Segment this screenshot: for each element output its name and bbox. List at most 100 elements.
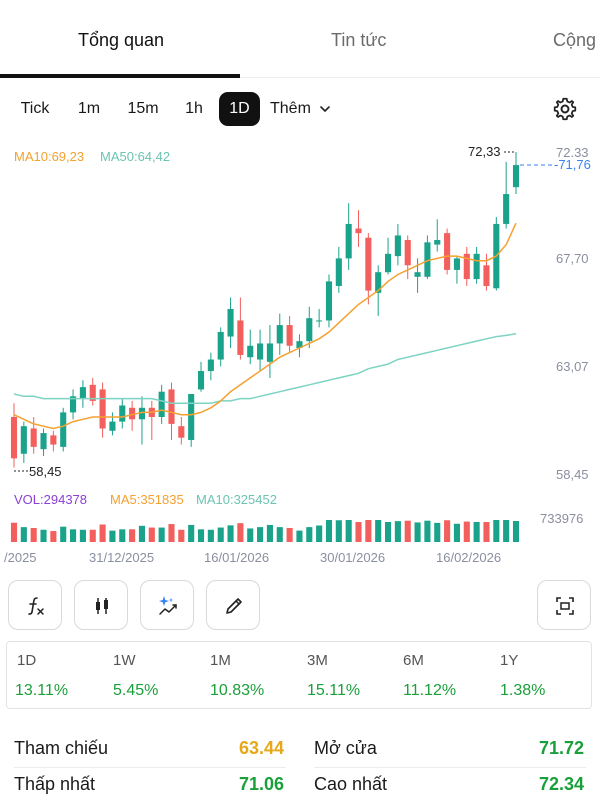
timeframe-1d[interactable]: 1D xyxy=(219,92,260,126)
open-label: Mở cửa xyxy=(314,738,377,758)
tab-overview[interactable]: Tổng quan xyxy=(78,30,165,50)
candle xyxy=(197,361,205,392)
chart-tools xyxy=(0,580,600,634)
candle-body xyxy=(453,258,460,270)
volume-bar xyxy=(217,527,224,542)
tab-news[interactable]: Tin tức xyxy=(331,30,387,50)
ma10-label: MA10:69,23 xyxy=(14,149,84,164)
candle-body xyxy=(394,235,401,257)
candle-body xyxy=(424,242,431,277)
candle-body xyxy=(197,371,205,390)
candle xyxy=(119,398,126,429)
min-price-label: 58,45 xyxy=(29,464,62,479)
perf-value-6m: 11.12% xyxy=(403,682,457,699)
candle xyxy=(227,297,234,349)
volume-bar xyxy=(453,523,460,542)
ai-analysis-button[interactable] xyxy=(140,580,194,630)
candle xyxy=(237,297,244,360)
candle xyxy=(394,223,401,266)
timeframe-1m[interactable]: 1m xyxy=(77,100,101,117)
candle xyxy=(424,235,431,280)
max-price-label: 72,33 xyxy=(468,144,501,159)
candle-body xyxy=(217,331,224,360)
candle-body xyxy=(434,240,441,245)
candle xyxy=(414,258,421,293)
tab-underline xyxy=(0,74,240,78)
candle-body xyxy=(247,345,254,358)
candle-body xyxy=(237,320,244,355)
volume-bar xyxy=(286,528,293,542)
date-label-0: /2025 xyxy=(4,550,37,565)
more-dropdown[interactable]: Thêm xyxy=(270,92,342,126)
price-axis-top: 72.33 xyxy=(556,145,589,160)
volume-bar xyxy=(473,522,480,542)
chevron-down-icon xyxy=(320,105,331,112)
volume-bar xyxy=(119,529,126,542)
candle-body xyxy=(512,165,520,188)
candle xyxy=(444,228,451,275)
volume-bar xyxy=(424,520,431,542)
candle xyxy=(266,325,273,378)
candle-body xyxy=(70,396,77,413)
candle-body xyxy=(79,387,86,399)
candle-body xyxy=(335,258,342,286)
volume-bar xyxy=(355,522,362,542)
perf-value-1w: 5.45% xyxy=(113,682,159,699)
candle-body xyxy=(138,407,146,420)
timeframe-15m[interactable]: 15m xyxy=(127,100,159,117)
candle xyxy=(325,274,333,328)
candle xyxy=(148,400,155,440)
candle-body xyxy=(40,433,47,450)
candlestick-icon xyxy=(96,598,108,614)
price-axis-58: 58,45 xyxy=(556,467,589,482)
gear-icon[interactable] xyxy=(552,96,578,122)
candle-body xyxy=(463,253,470,280)
perf-label-1m: 1M xyxy=(210,652,231,669)
chart-type-button[interactable] xyxy=(74,580,128,630)
fullscreen-icon xyxy=(556,597,574,615)
high-label: Cao nhất xyxy=(314,774,388,794)
volume-bar xyxy=(375,520,382,542)
tab-community[interactable]: Cộng xyxy=(553,30,597,50)
low-label: Thấp nhất xyxy=(14,774,96,794)
candle xyxy=(217,327,224,367)
volume-bar xyxy=(99,524,106,542)
volume-bar xyxy=(60,526,67,542)
perf-value-1y: 1.38% xyxy=(500,682,546,699)
candle-body xyxy=(355,228,362,234)
candlestick-chart[interactable]: MA10:69,23 MA50:64,42 72.33 -71,76 67,70… xyxy=(0,140,600,570)
ma50-label: MA50:64,42 xyxy=(100,149,170,164)
timeframe-1h[interactable]: 1h xyxy=(185,100,203,117)
candle xyxy=(473,246,480,284)
draw-button[interactable] xyxy=(206,580,260,630)
timeframe-tick[interactable]: Tick xyxy=(20,100,50,117)
candle-body xyxy=(168,389,175,424)
divider xyxy=(314,767,586,768)
price-stats: Tham chiếu 63.44 Mở cửa 71.72 Thấp nhất … xyxy=(0,725,600,800)
volume-bar xyxy=(335,520,342,542)
perf-label-1y: 1Y xyxy=(500,652,519,669)
candle xyxy=(50,430,57,452)
reference-label: Tham chiếu xyxy=(14,738,109,758)
candle-body xyxy=(384,253,392,273)
candle xyxy=(434,219,441,252)
candle-body xyxy=(473,253,480,280)
fullscreen-button[interactable] xyxy=(537,580,591,630)
volume-bar xyxy=(10,522,18,542)
candle-body xyxy=(207,359,214,372)
perf-label-1d: 1D xyxy=(17,652,37,669)
price-axis-67: 67,70 xyxy=(556,251,589,266)
last-price-label: -71,76 xyxy=(554,157,591,172)
timeframe-bar: Tick 1m 15m 1h 1D Thêm xyxy=(0,88,600,130)
indicator-button[interactable] xyxy=(8,580,62,630)
volume-bar xyxy=(434,522,441,542)
candle-body xyxy=(109,421,116,431)
volume-bar xyxy=(316,525,323,542)
candle-body xyxy=(365,237,372,291)
volume-bar xyxy=(365,520,372,542)
price-chart[interactable]: MA10:69,23 MA50:64,42 72.33 -71,76 67,70… xyxy=(0,140,600,570)
top-tabs: Tổng quan Tin tức Cộng xyxy=(0,0,600,78)
candle xyxy=(99,382,106,438)
candle-body xyxy=(30,428,37,447)
candle-body xyxy=(404,240,411,266)
